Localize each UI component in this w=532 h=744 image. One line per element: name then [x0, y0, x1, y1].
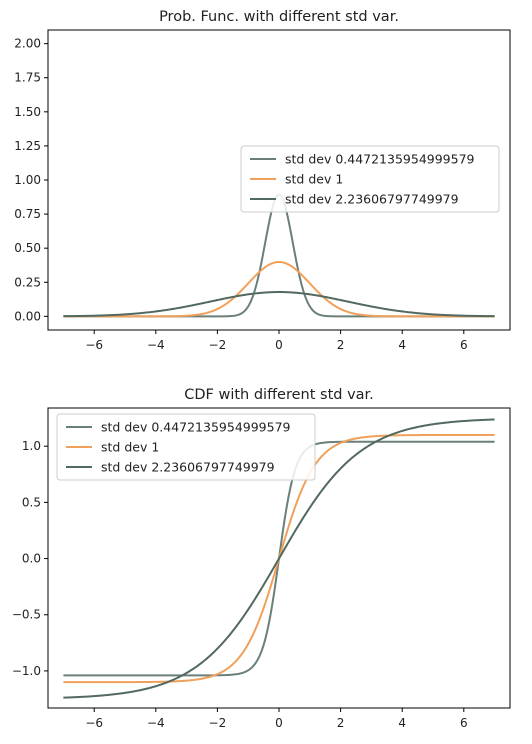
series-line-2 [63, 291, 495, 318]
x-tick-label: −6 [85, 338, 103, 352]
x-tick-label: 2 [337, 338, 345, 352]
y-tick-label: 1.0 [22, 439, 41, 453]
x-tick-label: 2 [337, 716, 345, 730]
x-tick-label: −2 [209, 338, 227, 352]
legend-box [56, 413, 316, 481]
x-tick-label: 4 [398, 338, 406, 352]
cdf-chart: CDF with different std var. −6 −4 −2 0 2 4 6 −1.… [12, 387, 511, 730]
legend-label: std dev 2.23606797749979 [101, 460, 275, 475]
legend-box [240, 145, 500, 213]
y-tick-label: 1.25 [14, 139, 41, 153]
x-tick-label: −2 [209, 716, 227, 730]
series-line-1 [63, 260, 495, 318]
legend-label: std dev 0.4472135954999579 [101, 420, 291, 435]
x-tick-label: 0 [275, 338, 283, 352]
y-tick-label: 0.25 [14, 275, 41, 289]
chart-title: CDF with different std var. [184, 387, 374, 403]
legend-label: std dev 0.4472135954999579 [285, 152, 475, 167]
legend-label: std dev 1 [285, 172, 343, 187]
x-tick-label: 4 [398, 716, 406, 730]
x-tick-label: 0 [275, 716, 283, 730]
y-tick-label: −0.5 [12, 608, 41, 622]
y-tick-label: 1.75 [14, 71, 41, 85]
y-tick-label: 1.50 [14, 105, 41, 119]
pdf-chart: Prob. Func. with different std var. −6 −4 −… [14, 9, 511, 352]
chart-title: Prob. Func. with different std var. [159, 9, 399, 25]
y-tick-label: 0.75 [14, 207, 41, 221]
y-tick-label: 0.0 [22, 552, 41, 566]
x-tick-label: 6 [460, 338, 468, 352]
legend: std dev 0.4472135954999579 std dev 1 std d… [240, 145, 500, 213]
series-line-0 [63, 193, 495, 318]
y-tick-label: −1.0 [12, 664, 41, 678]
y-tick-label: 0.00 [14, 309, 41, 323]
legend: std dev 0.4472135954999579 std dev 1 std d… [56, 413, 316, 481]
legend-label: std dev 1 [101, 440, 159, 455]
x-tick-label: −4 [147, 716, 165, 730]
x-tick-label: −6 [85, 716, 103, 730]
y-tick-label: 0.50 [14, 241, 41, 255]
legend-label: std dev 2.23606797749979 [285, 192, 459, 207]
x-tick-label: −4 [147, 338, 165, 352]
y-tick-label: 1.00 [14, 173, 41, 187]
series-line-2 [63, 418, 495, 699]
x-tick-label: 6 [460, 716, 468, 730]
y-tick-label: 2.00 [14, 37, 41, 51]
y-tick-label: 0.5 [22, 495, 41, 509]
